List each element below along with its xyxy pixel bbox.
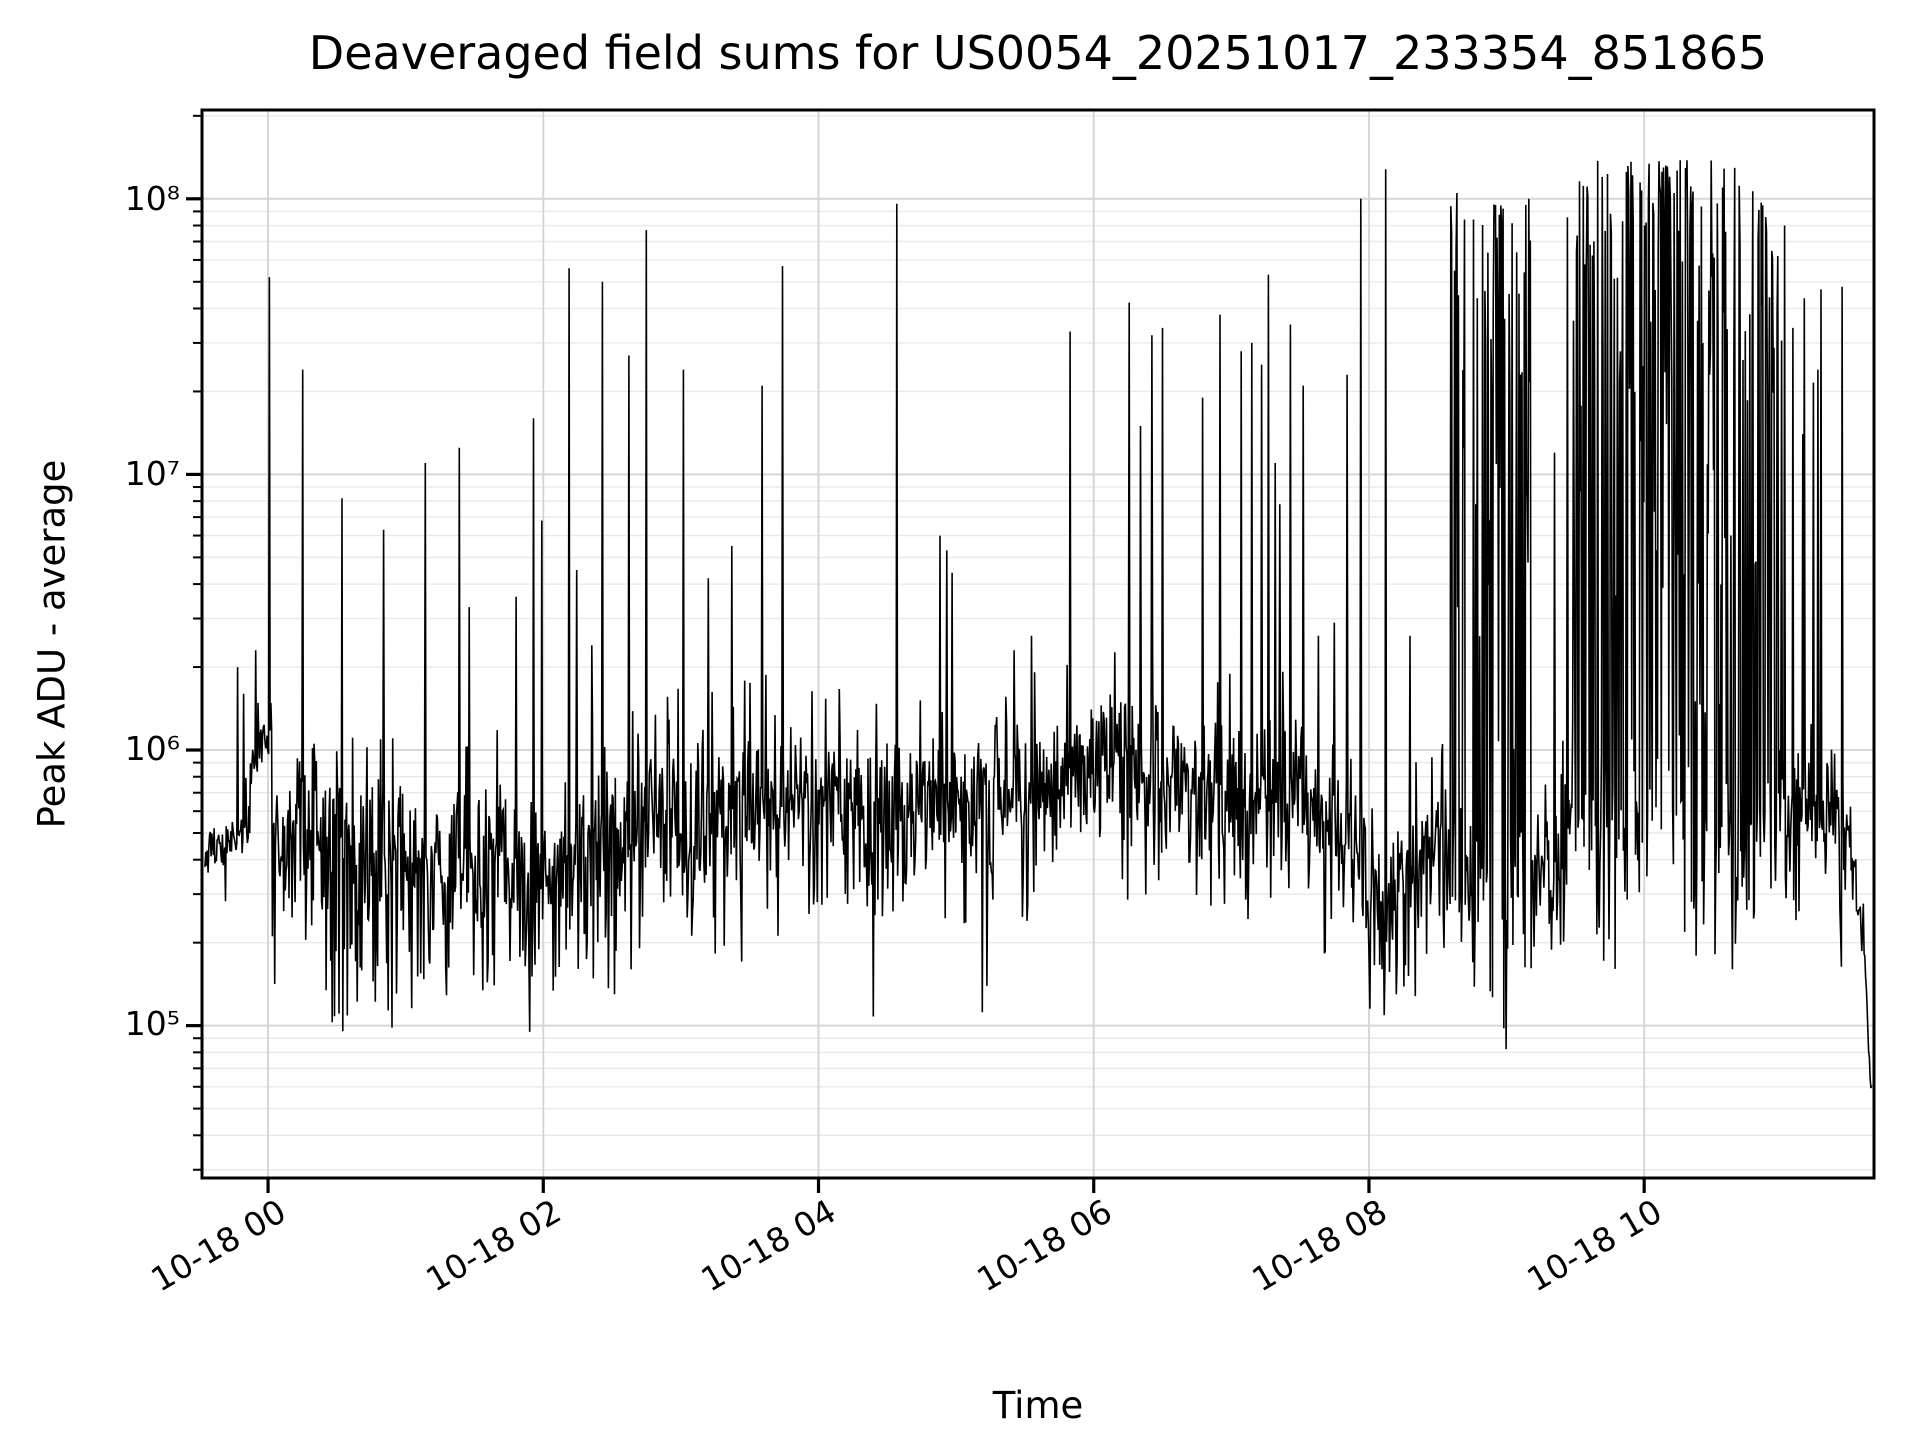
chart-title: Deaveraged field sums for US0054_2025101… xyxy=(308,26,1768,80)
x-axis-label: Time xyxy=(992,1384,1084,1427)
y-tick-label: 10⁵ xyxy=(124,1004,180,1043)
y-tick-label: 10⁷ xyxy=(124,454,180,493)
y-tick-label: 10⁸ xyxy=(124,179,180,218)
y-tick-label: 10⁶ xyxy=(124,729,180,768)
axes-spines xyxy=(200,108,1876,1180)
series-path xyxy=(204,160,1873,1089)
y-axis-label: Peak ADU - average xyxy=(30,459,74,829)
